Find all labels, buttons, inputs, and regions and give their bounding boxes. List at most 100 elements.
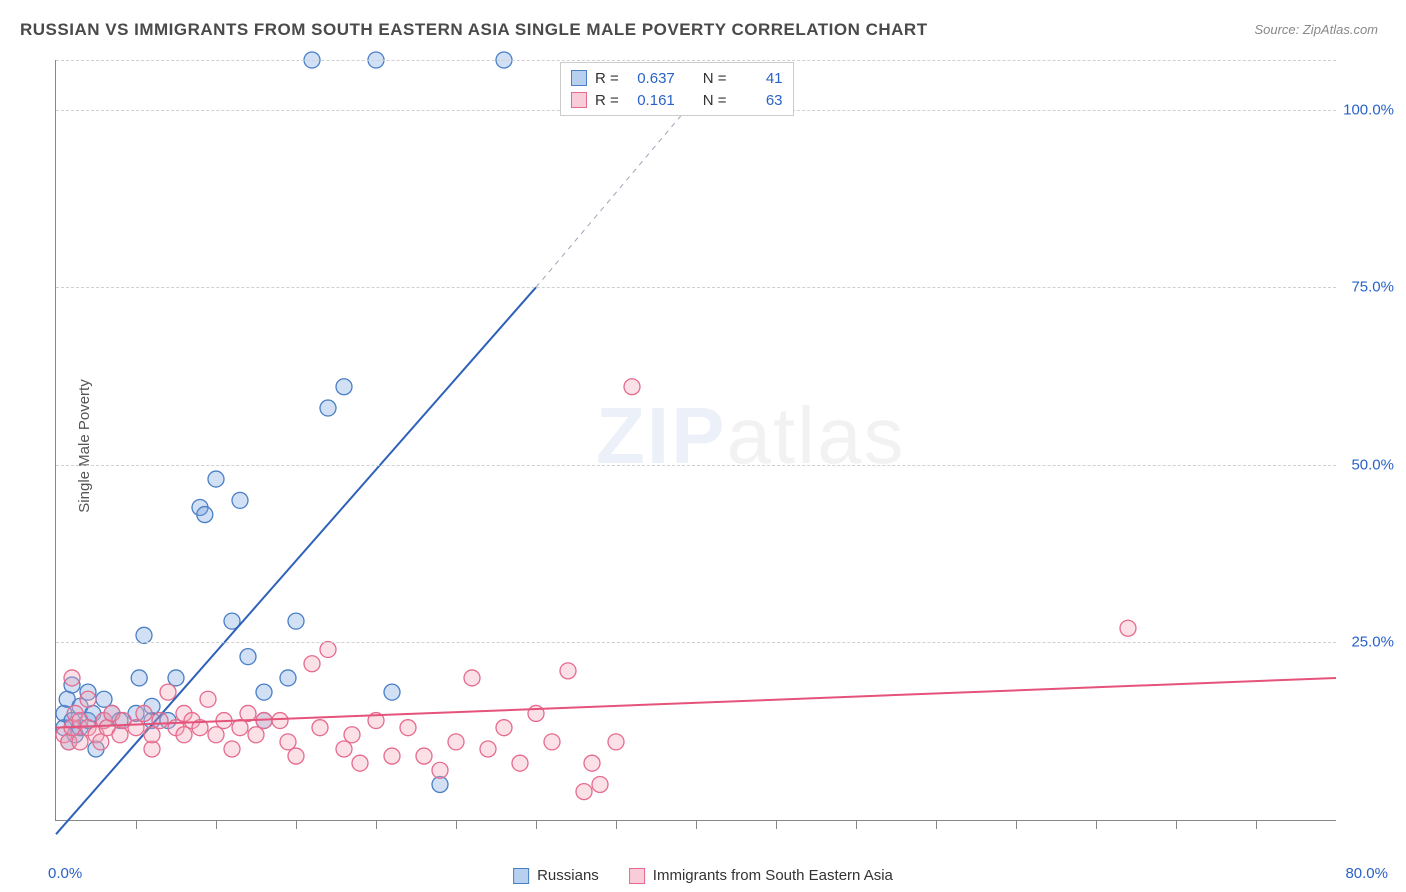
y-tick-label: 100.0% bbox=[1343, 101, 1394, 118]
stats-legend-row: R =0.161N =63 bbox=[571, 89, 783, 111]
data-point bbox=[400, 720, 416, 736]
data-point bbox=[96, 691, 112, 707]
data-point bbox=[208, 727, 224, 743]
data-point bbox=[344, 727, 360, 743]
x-tick-mark bbox=[856, 821, 857, 829]
data-point bbox=[112, 727, 128, 743]
data-point bbox=[160, 684, 176, 700]
data-point bbox=[224, 741, 240, 757]
data-point bbox=[232, 492, 248, 508]
r-value: 0.637 bbox=[627, 70, 675, 87]
data-point bbox=[384, 748, 400, 764]
x-tick-mark bbox=[136, 821, 137, 829]
data-point bbox=[592, 776, 608, 792]
data-point bbox=[312, 720, 328, 736]
n-value: 63 bbox=[735, 92, 783, 109]
gridline bbox=[56, 642, 1336, 643]
data-point bbox=[272, 713, 288, 729]
x-tick-mark bbox=[696, 821, 697, 829]
trend-line bbox=[56, 678, 1336, 728]
n-label: N = bbox=[703, 70, 727, 87]
series-legend-label: Immigrants from South Eastern Asia bbox=[653, 867, 893, 884]
data-point bbox=[512, 755, 528, 771]
gridline bbox=[56, 287, 1336, 288]
data-point bbox=[1120, 620, 1136, 636]
data-point bbox=[232, 720, 248, 736]
data-point bbox=[448, 734, 464, 750]
stats-legend: R =0.637N =41R =0.161N =63 bbox=[560, 62, 794, 116]
series-legend-label: Russians bbox=[537, 867, 599, 884]
source-attribution: Source: ZipAtlas.com bbox=[1254, 22, 1378, 37]
x-tick-mark bbox=[1176, 821, 1177, 829]
legend-swatch bbox=[513, 868, 529, 884]
data-point bbox=[208, 471, 224, 487]
data-point bbox=[80, 691, 96, 707]
data-point bbox=[320, 400, 336, 416]
stats-legend-row: R = 0.637 N = 41 bbox=[571, 67, 783, 89]
data-point bbox=[128, 720, 144, 736]
data-point bbox=[384, 684, 400, 700]
x-tick-mark bbox=[296, 821, 297, 829]
data-point bbox=[64, 670, 80, 686]
scatter-svg bbox=[56, 60, 1336, 820]
data-point bbox=[200, 691, 216, 707]
gridline bbox=[56, 465, 1336, 466]
x-tick-mark bbox=[376, 821, 377, 829]
series-legend-item: Russians bbox=[513, 867, 599, 884]
data-point bbox=[416, 748, 432, 764]
data-point bbox=[72, 734, 88, 750]
x-tick-mark bbox=[616, 821, 617, 829]
legend-swatch bbox=[571, 92, 587, 108]
data-point bbox=[136, 627, 152, 643]
data-point bbox=[288, 613, 304, 629]
x-tick-mark bbox=[1096, 821, 1097, 829]
data-point bbox=[248, 727, 264, 743]
x-tick-mark bbox=[216, 821, 217, 829]
x-tick-mark bbox=[936, 821, 937, 829]
data-point bbox=[352, 755, 368, 771]
plot-area: ZIPatlas bbox=[55, 60, 1336, 821]
x-tick-mark bbox=[456, 821, 457, 829]
data-point bbox=[496, 720, 512, 736]
r-value: 0.161 bbox=[627, 92, 675, 109]
data-point bbox=[544, 734, 560, 750]
data-point bbox=[608, 734, 624, 750]
data-point bbox=[320, 642, 336, 658]
data-point bbox=[432, 762, 448, 778]
data-point bbox=[584, 755, 600, 771]
x-tick-min: 0.0% bbox=[48, 865, 82, 882]
data-point bbox=[280, 670, 296, 686]
data-point bbox=[336, 741, 352, 757]
x-tick-mark bbox=[1256, 821, 1257, 829]
legend-swatch bbox=[571, 70, 587, 86]
chart-title: RUSSIAN VS IMMIGRANTS FROM SOUTH EASTERN… bbox=[20, 20, 928, 40]
y-tick-label: 50.0% bbox=[1351, 456, 1394, 473]
x-tick-max: 80.0% bbox=[1345, 865, 1388, 882]
data-point bbox=[131, 670, 147, 686]
data-point bbox=[240, 649, 256, 665]
y-tick-label: 25.0% bbox=[1351, 634, 1394, 651]
data-point bbox=[176, 727, 192, 743]
legend-swatch bbox=[629, 868, 645, 884]
data-point bbox=[280, 734, 296, 750]
data-point bbox=[144, 727, 160, 743]
data-point bbox=[304, 656, 320, 672]
data-point bbox=[288, 748, 304, 764]
data-point bbox=[560, 663, 576, 679]
n-value: 41 bbox=[735, 70, 783, 87]
r-label: R = bbox=[595, 92, 619, 109]
gridline bbox=[56, 60, 1336, 61]
data-point bbox=[624, 379, 640, 395]
x-tick-mark bbox=[776, 821, 777, 829]
r-label: R = bbox=[595, 70, 619, 87]
data-point bbox=[464, 670, 480, 686]
data-point bbox=[197, 507, 213, 523]
data-point bbox=[136, 705, 152, 721]
data-point bbox=[336, 379, 352, 395]
y-tick-label: 75.0% bbox=[1351, 279, 1394, 296]
data-point bbox=[168, 670, 184, 686]
x-tick-mark bbox=[536, 821, 537, 829]
x-tick-mark bbox=[1016, 821, 1017, 829]
data-point bbox=[576, 784, 592, 800]
series-legend: Russians Immigrants from South Eastern As… bbox=[513, 867, 893, 884]
